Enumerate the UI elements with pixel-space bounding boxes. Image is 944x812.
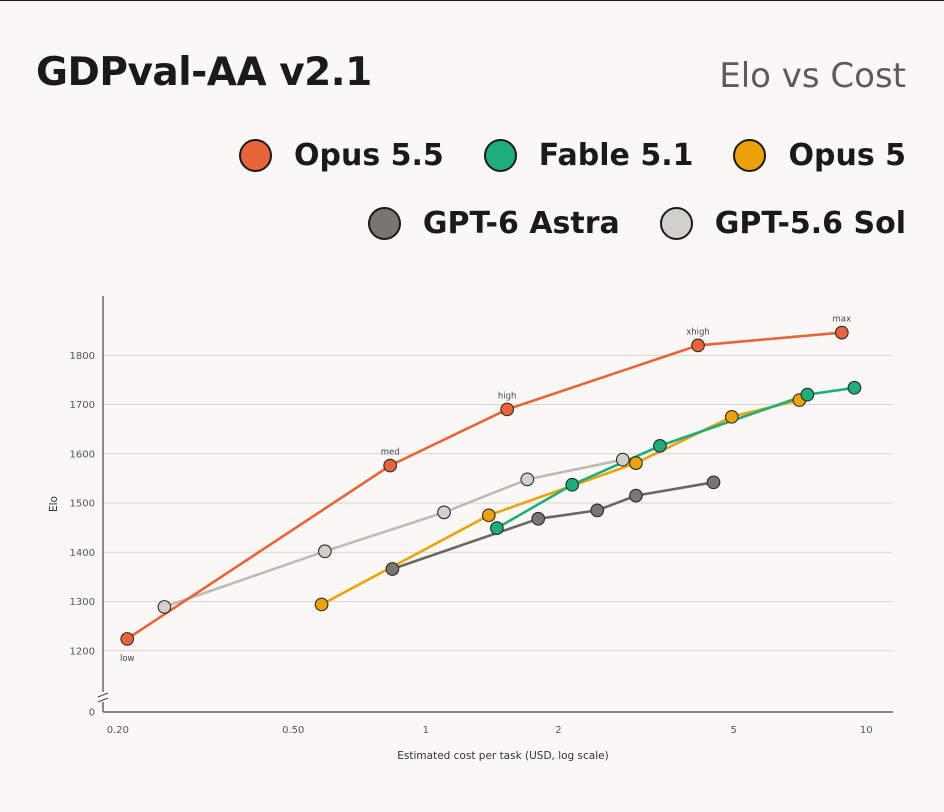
y-tick-label: 1300 xyxy=(70,597,95,608)
legend-item-gpt-6-astra: GPT-6 Astra xyxy=(367,206,620,241)
y-tick-label: 1800 xyxy=(70,351,95,362)
data-point xyxy=(318,544,332,559)
data-point xyxy=(834,325,849,340)
series-line-fable-5-1 xyxy=(496,386,855,530)
point-label: max xyxy=(833,315,852,325)
data-point xyxy=(706,475,721,490)
data-point xyxy=(437,505,451,520)
data-point xyxy=(120,632,135,646)
data-point xyxy=(615,452,630,467)
x-tick-label: 0.20 xyxy=(107,725,129,736)
data-point xyxy=(629,456,643,470)
y-tick-label: 1700 xyxy=(70,400,95,411)
y-tick-label: 1200 xyxy=(70,646,95,657)
data-point xyxy=(629,488,643,503)
legend-label: Fable 5.1 xyxy=(538,138,694,173)
x-tick-label: 2 xyxy=(555,725,561,736)
legend-row-2: GPT-6 Astra GPT-5.6 Sol xyxy=(367,206,906,241)
chart-title: GDPval-AA v2.1 xyxy=(36,50,372,95)
point-label: xhigh xyxy=(686,327,710,337)
legend-marker-gpt-6-astra xyxy=(367,207,401,240)
legend-item-gpt-5-6-sol: GPT-5.6 Sol xyxy=(659,206,906,241)
data-point xyxy=(490,521,504,535)
x-tick-label: 0.50 xyxy=(282,725,304,736)
chart-subtitle: Elo vs Cost xyxy=(719,56,906,96)
data-point xyxy=(590,503,605,518)
legend-marker-fable-5-1 xyxy=(483,139,517,172)
top-rule xyxy=(0,0,944,1)
legend-label: GPT-5.6 Sol xyxy=(714,206,906,241)
data-point xyxy=(565,477,580,492)
y-tick-label-zero: 0 xyxy=(89,708,95,719)
data-point xyxy=(385,562,400,576)
y-tick-label: 1400 xyxy=(70,548,95,559)
axis-break-mark xyxy=(97,692,109,703)
series-line-opus-5-5 xyxy=(126,331,842,640)
data-point xyxy=(383,458,397,473)
point-label: low xyxy=(120,654,135,664)
legend-marker-opus-5-5 xyxy=(239,139,273,172)
legend-item-opus-5: Opus 5 xyxy=(733,138,906,173)
x-tick-label: 10 xyxy=(860,725,873,736)
series-line-gpt-5-6-sol xyxy=(163,458,624,609)
data-point xyxy=(800,387,815,402)
data-point xyxy=(847,380,862,395)
legend-label: Opus 5.5 xyxy=(294,138,444,173)
legend-marker-gpt-5-6-sol xyxy=(659,207,693,240)
data-point xyxy=(691,338,705,353)
data-point xyxy=(653,439,667,453)
y-axis-label: Elo xyxy=(48,496,60,512)
legend-marker-opus-5 xyxy=(733,139,767,172)
legend-label: GPT-6 Astra xyxy=(422,206,620,241)
data-point xyxy=(520,472,535,487)
point-label: high xyxy=(498,391,517,401)
data-point xyxy=(157,600,172,614)
x-axis-label: Estimated cost per task (USD, log scale) xyxy=(397,750,608,762)
data-point xyxy=(481,508,496,523)
data-point xyxy=(531,511,546,526)
point-label: med xyxy=(381,448,400,458)
legend-item-opus-5-5: Opus 5.5 xyxy=(239,138,444,173)
legend-label: Opus 5 xyxy=(788,138,906,173)
axis-break-mask xyxy=(98,692,108,702)
legend-item-fable-5-1: Fable 5.1 xyxy=(483,138,694,173)
y-tick-label: 1500 xyxy=(70,499,95,510)
legend-row-1: Opus 5.5 Fable 5.1 Opus 5 xyxy=(239,138,906,173)
data-point xyxy=(314,597,329,612)
x-tick-label: 5 xyxy=(730,725,736,736)
data-point xyxy=(724,409,739,424)
x-tick-label: 1 xyxy=(423,725,429,736)
data-point xyxy=(500,402,514,417)
y-tick-label: 1600 xyxy=(70,449,95,460)
